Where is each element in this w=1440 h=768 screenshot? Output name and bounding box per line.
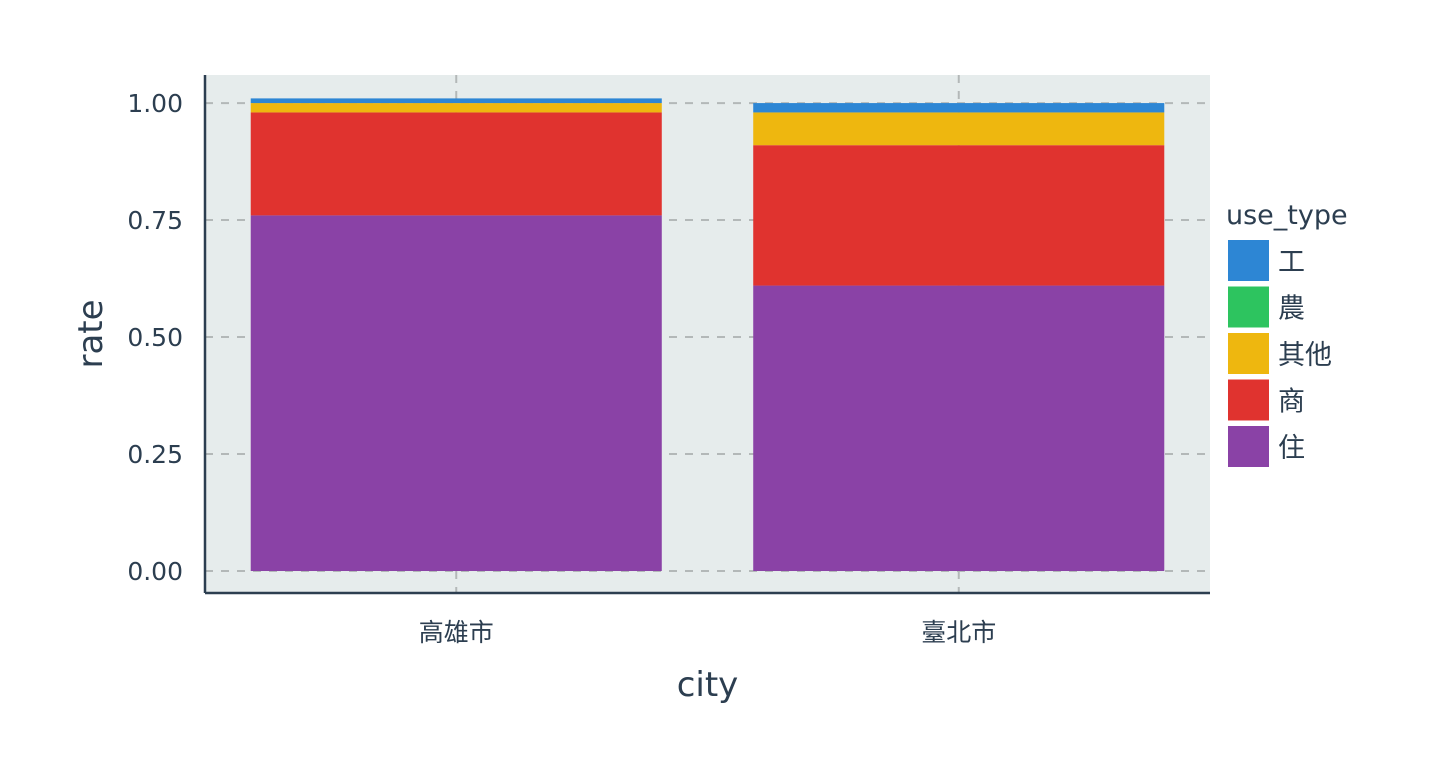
- legend-label: 商: [1278, 387, 1305, 418]
- bar-segment: [753, 285, 1165, 572]
- legend-swatch: [1228, 426, 1269, 467]
- y-tick-label: 0.50: [127, 323, 183, 352]
- y-tick-label: 0.25: [127, 440, 183, 469]
- bar-segment: [753, 103, 1165, 113]
- legend-swatch: [1228, 286, 1269, 328]
- x-tick-labels: 高雄市 臺北市: [419, 618, 997, 647]
- legend-title: use_type: [1226, 200, 1348, 231]
- y-tick-labels: 0.00 0.25 0.50 0.75 1.00: [127, 89, 183, 586]
- legend-swatch: [1228, 379, 1269, 421]
- y-tick-label: 0.00: [127, 557, 183, 586]
- bar-segment: [250, 112, 662, 216]
- legend-swatch: [1228, 240, 1269, 281]
- bars: [250, 98, 1165, 572]
- x-tick-label: 臺北市: [921, 618, 996, 647]
- bar-segment: [250, 103, 662, 113]
- y-axis-title: rate: [71, 299, 111, 368]
- y-tick-label: 1.00: [127, 89, 183, 118]
- legend-label: 工: [1278, 247, 1305, 278]
- bar-segment: [250, 98, 662, 104]
- y-tick-label: 0.75: [127, 206, 183, 235]
- legend-swatch: [1228, 333, 1269, 374]
- x-tick-label: 高雄市: [419, 618, 494, 647]
- legend-label: 住: [1278, 433, 1305, 464]
- bar-segment: [753, 112, 1165, 146]
- legend-label: 農: [1278, 294, 1305, 325]
- axes: [203, 75, 1210, 595]
- bar-segment: [250, 215, 662, 572]
- bar-segment: [753, 145, 1165, 286]
- x-axis-title: city: [677, 665, 739, 705]
- legend-label: 其他: [1278, 340, 1332, 371]
